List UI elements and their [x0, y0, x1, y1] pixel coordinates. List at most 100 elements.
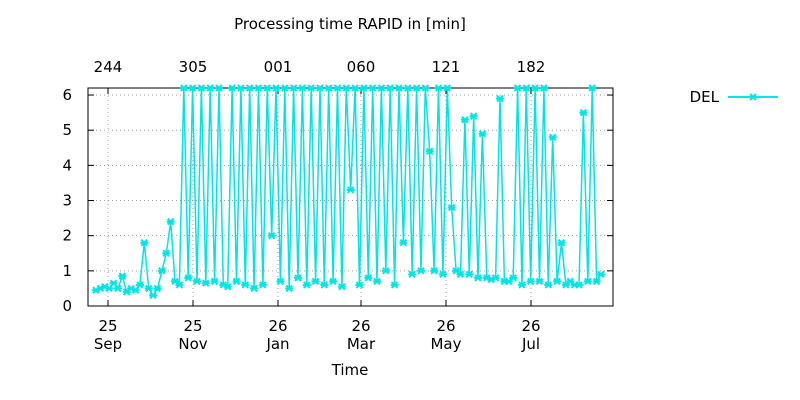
data-point — [469, 112, 478, 120]
data-point — [399, 239, 408, 247]
data-point — [447, 203, 456, 212]
x-tick-month: Mar — [347, 335, 376, 353]
x-tick-month: Sep — [94, 335, 122, 353]
data-point — [307, 84, 316, 92]
x-axis-label: Time — [331, 361, 369, 379]
data-point — [583, 277, 592, 286]
data-point — [412, 84, 421, 92]
data-point — [329, 277, 338, 286]
data-point — [355, 281, 364, 289]
data-point — [175, 281, 184, 289]
data-point — [144, 284, 153, 293]
y-tick-label: 4 — [62, 156, 72, 174]
series-area — [92, 84, 605, 300]
x-top-tick-label: 121 — [432, 58, 461, 76]
data-point — [548, 133, 557, 141]
x-tick-day: 26 — [436, 317, 455, 335]
data-point — [526, 277, 535, 286]
data-point — [236, 84, 245, 92]
data-point — [408, 270, 417, 279]
data-point — [197, 84, 206, 92]
series-line — [95, 87, 602, 297]
data-point — [513, 84, 522, 92]
data-point — [179, 84, 188, 92]
data-point — [324, 84, 333, 92]
y-tick-label: 0 — [62, 297, 72, 315]
data-point — [364, 274, 373, 282]
data-point — [359, 84, 368, 92]
data-point — [460, 115, 469, 124]
legend-label: DEL — [690, 88, 720, 106]
data-point — [381, 267, 390, 275]
x-tick-day: 26 — [268, 317, 287, 335]
data-point — [188, 84, 197, 92]
data-point — [263, 84, 272, 92]
data-point — [118, 272, 127, 280]
data-point — [597, 270, 605, 279]
data-point — [373, 277, 382, 286]
data-point — [210, 277, 219, 286]
plot-frame — [87, 87, 614, 307]
data-point — [162, 249, 171, 257]
data-point — [342, 84, 351, 92]
data-point — [443, 84, 452, 92]
data-point — [395, 84, 403, 92]
data-point — [140, 239, 149, 247]
data-point — [337, 282, 346, 291]
x-top-tick-label: 244 — [94, 58, 123, 76]
data-point — [465, 270, 474, 279]
x-tick-month: Jan — [265, 335, 289, 353]
x-top-tick-label: 060 — [347, 58, 376, 76]
data-point — [311, 277, 320, 286]
data-point — [245, 84, 254, 92]
y-tick-label: 2 — [62, 227, 72, 245]
data-point — [228, 84, 237, 92]
data-point — [517, 281, 526, 289]
data-point — [276, 277, 285, 286]
data-point — [232, 277, 241, 286]
data-point — [557, 239, 566, 247]
x-tick-day: 26 — [521, 317, 540, 335]
x-tick-day: 25 — [183, 317, 202, 335]
data-point — [131, 286, 140, 294]
x-tick-day: 25 — [98, 317, 117, 335]
data-point — [416, 267, 425, 275]
y-tick-label: 3 — [62, 192, 72, 210]
data-point — [438, 270, 447, 279]
data-point — [346, 186, 355, 194]
data-point — [390, 281, 399, 289]
data-point — [157, 267, 166, 275]
data-point — [579, 108, 588, 117]
data-point — [214, 84, 223, 92]
data-point — [425, 147, 434, 155]
data-point — [544, 281, 553, 289]
legend-marker — [749, 93, 757, 101]
data-point — [522, 84, 531, 92]
data-point — [421, 84, 430, 92]
data-point — [285, 284, 294, 293]
data-point — [509, 274, 518, 282]
x-top-tick-label: 305 — [179, 58, 208, 76]
data-point — [184, 274, 193, 282]
data-point — [368, 84, 377, 92]
data-point — [302, 281, 311, 289]
data-point — [272, 84, 281, 92]
data-point — [166, 217, 175, 226]
data-point — [456, 270, 465, 279]
data-point — [575, 281, 584, 289]
data-point — [474, 274, 483, 282]
data-point — [553, 277, 562, 286]
data-point — [135, 281, 144, 289]
legend: DEL — [690, 88, 778, 106]
data-point — [403, 84, 412, 92]
axes: 012345625Sep25Nov26Jan26Mar26May26Jul244… — [62, 58, 614, 353]
data-point — [201, 279, 210, 287]
data-point — [206, 84, 215, 92]
data-point — [289, 84, 298, 92]
data-point — [351, 84, 360, 92]
data-point — [535, 277, 544, 286]
data-point — [153, 284, 162, 293]
chart-title: Processing time RAPID in [min] — [234, 15, 466, 33]
data-point — [531, 84, 540, 92]
